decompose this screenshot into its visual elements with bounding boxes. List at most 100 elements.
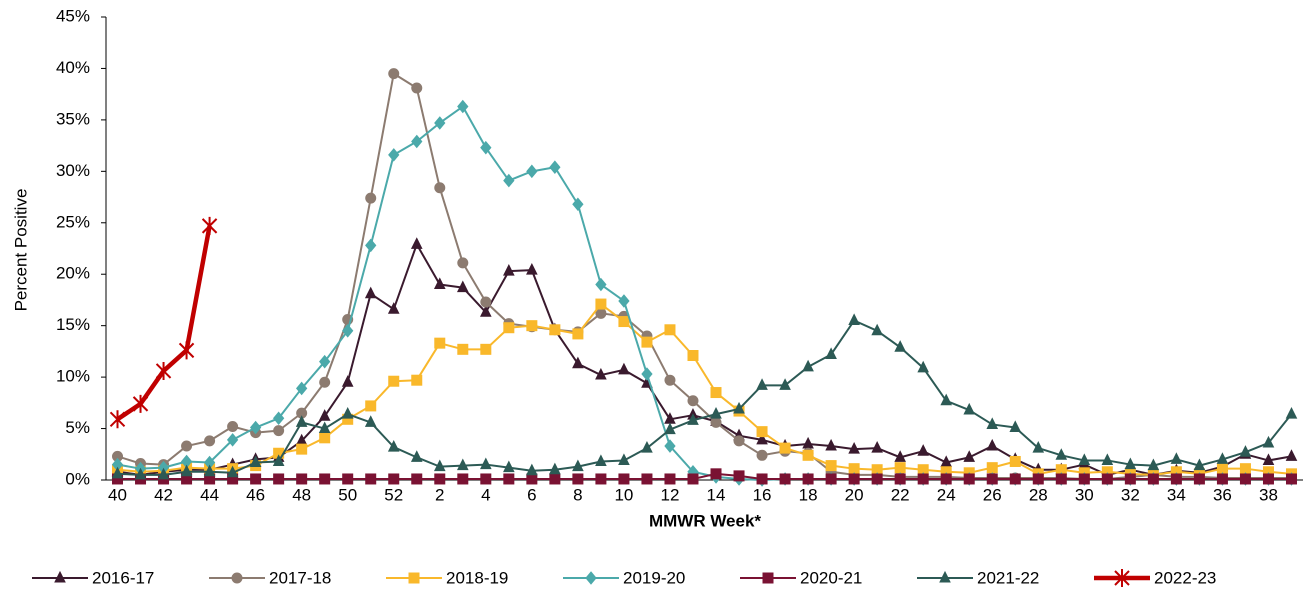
marker <box>595 454 607 466</box>
marker <box>456 280 469 293</box>
marker <box>365 473 377 485</box>
marker <box>272 454 285 466</box>
marker <box>387 302 400 314</box>
x-tick-label: 28 <box>1029 485 1048 504</box>
marker <box>1147 473 1159 485</box>
marker <box>111 466 124 479</box>
legend-item: 2020-21 <box>740 568 862 587</box>
marker <box>549 462 561 475</box>
marker <box>296 473 308 485</box>
marker <box>1239 463 1251 475</box>
marker <box>365 400 377 412</box>
y-tick-label: 25% <box>56 212 90 231</box>
legend-item: 2018-19 <box>386 568 508 587</box>
marker <box>664 422 676 435</box>
marker <box>1193 473 1205 485</box>
marker <box>526 473 538 485</box>
marker <box>342 324 354 338</box>
x-tick-label: 18 <box>799 485 818 504</box>
marker <box>549 324 561 336</box>
marker <box>364 415 377 427</box>
marker <box>480 343 492 355</box>
marker <box>894 340 906 352</box>
marker <box>457 99 469 114</box>
x-tick-label: 44 <box>200 485 219 504</box>
marker <box>825 347 837 359</box>
marker <box>802 473 814 485</box>
marker <box>526 320 538 332</box>
marker <box>572 459 584 472</box>
marker <box>387 439 400 452</box>
marker <box>319 376 331 388</box>
legend-label: 2020-21 <box>800 568 862 587</box>
marker <box>319 473 331 485</box>
marker <box>318 421 331 434</box>
marker <box>1101 473 1113 485</box>
marker <box>155 361 172 380</box>
marker <box>411 374 423 386</box>
marker <box>296 381 308 396</box>
marker <box>1124 473 1136 485</box>
series-line <box>117 472 1292 480</box>
marker <box>295 415 308 427</box>
marker <box>318 409 331 421</box>
marker <box>802 449 814 461</box>
marker <box>595 298 607 310</box>
series-line <box>116 225 212 422</box>
x-tick-label: 16 <box>753 485 772 504</box>
legend-item: 2017-18 <box>209 568 331 587</box>
marker <box>433 459 446 472</box>
marker <box>410 237 423 249</box>
marker <box>341 375 354 387</box>
marker <box>848 442 860 454</box>
marker <box>848 313 860 326</box>
x-tick-label: 50 <box>338 485 357 504</box>
marker <box>249 420 262 435</box>
marker <box>595 473 607 485</box>
marker <box>132 394 149 413</box>
marker <box>641 336 653 348</box>
marker <box>641 367 653 381</box>
marker <box>687 413 699 425</box>
marker <box>457 343 469 355</box>
x-tick-label: 30 <box>1075 485 1094 504</box>
x-tick-label: 14 <box>707 485 726 504</box>
x-tick-label: 22 <box>891 485 910 504</box>
marker <box>986 473 998 485</box>
marker <box>273 425 285 437</box>
marker <box>1009 473 1021 485</box>
marker <box>1170 452 1183 464</box>
marker <box>1216 452 1229 464</box>
marker <box>226 433 239 447</box>
marker <box>1262 435 1275 448</box>
marker <box>411 82 423 94</box>
marker <box>756 473 768 485</box>
marker <box>1009 455 1021 467</box>
marker <box>618 473 630 485</box>
x-tick-label: 42 <box>154 485 173 504</box>
marker <box>802 359 814 372</box>
marker <box>1239 445 1252 457</box>
marker <box>341 407 354 419</box>
marker <box>1285 407 1298 419</box>
marker <box>203 464 216 477</box>
marker <box>894 473 906 485</box>
marker <box>457 257 469 269</box>
marker <box>480 296 492 308</box>
marker <box>433 277 446 290</box>
marker <box>733 435 745 447</box>
series-line <box>117 105 1292 481</box>
legend-label: 2021-22 <box>977 568 1039 587</box>
y-tick-label: 0% <box>65 469 90 488</box>
marker <box>848 473 860 485</box>
marker <box>250 473 262 485</box>
marker <box>986 462 998 474</box>
x-tick-label: 24 <box>937 485 956 504</box>
x-tick-label: 10 <box>614 485 633 504</box>
legend-label: 2017-18 <box>269 568 331 587</box>
marker <box>986 417 999 429</box>
x-tick-label: 34 <box>1167 485 1186 504</box>
marker <box>1101 453 1114 465</box>
x-tick-label: 4 <box>481 485 490 504</box>
